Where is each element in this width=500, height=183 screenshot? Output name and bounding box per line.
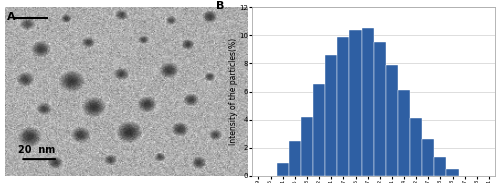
Text: B: B	[216, 1, 224, 11]
Bar	[362, 28, 374, 176]
Bar	[276, 163, 289, 176]
Bar	[301, 117, 313, 176]
Bar	[289, 141, 301, 176]
Bar	[386, 65, 398, 176]
Bar	[313, 85, 325, 176]
Bar	[398, 90, 410, 176]
Text: 20  nm: 20 nm	[18, 145, 56, 154]
Bar	[410, 118, 422, 176]
Y-axis label: Intensity of the particles(%): Intensity of the particles(%)	[229, 38, 238, 145]
Bar	[350, 30, 362, 176]
Bar	[422, 139, 434, 176]
Bar	[446, 169, 458, 176]
Bar	[434, 157, 446, 176]
Bar	[374, 42, 386, 176]
Text: A: A	[7, 12, 16, 22]
Bar	[338, 37, 349, 176]
Bar	[325, 55, 338, 176]
